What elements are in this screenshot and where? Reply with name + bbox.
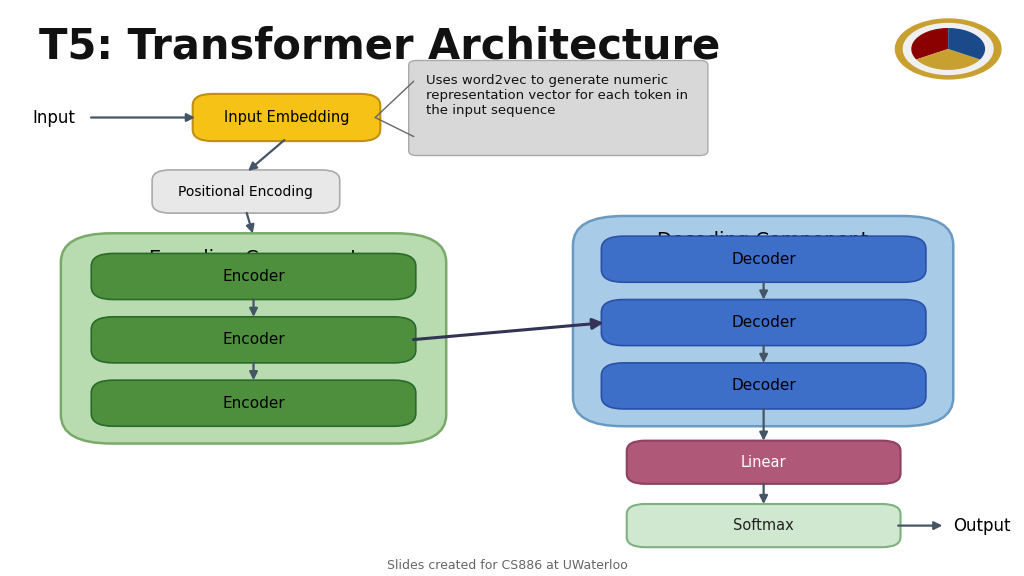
Text: Input: Input [33, 108, 76, 127]
Text: Encoder: Encoder [222, 396, 285, 411]
Text: Decoder: Decoder [731, 378, 796, 393]
Circle shape [903, 24, 993, 74]
Text: T5: Transformer Architecture: T5: Transformer Architecture [39, 26, 720, 68]
Text: Encoder: Encoder [222, 269, 285, 284]
FancyBboxPatch shape [573, 216, 953, 426]
Text: Decoding Component: Decoding Component [657, 232, 868, 250]
Text: Encoder: Encoder [222, 332, 285, 347]
FancyBboxPatch shape [91, 380, 416, 426]
FancyBboxPatch shape [153, 170, 340, 213]
Text: Positional Encoding: Positional Encoding [178, 184, 313, 199]
Text: Encoding Component: Encoding Component [150, 249, 358, 267]
FancyBboxPatch shape [60, 233, 446, 444]
FancyBboxPatch shape [601, 236, 926, 282]
Text: Linear: Linear [740, 454, 786, 470]
Circle shape [895, 19, 1000, 79]
FancyBboxPatch shape [91, 317, 416, 363]
Text: Decoder: Decoder [731, 315, 796, 330]
FancyBboxPatch shape [601, 363, 926, 409]
FancyBboxPatch shape [193, 94, 380, 141]
Wedge shape [948, 28, 985, 59]
Wedge shape [911, 28, 948, 59]
Text: Softmax: Softmax [733, 518, 794, 533]
FancyBboxPatch shape [627, 504, 900, 547]
Text: Uses word2vec to generate numeric
representation vector for each token in
the in: Uses word2vec to generate numeric repres… [426, 74, 688, 117]
Wedge shape [916, 49, 980, 70]
Text: Input Embedding: Input Embedding [223, 110, 349, 125]
FancyBboxPatch shape [627, 441, 900, 484]
FancyBboxPatch shape [409, 60, 708, 156]
FancyBboxPatch shape [601, 300, 926, 346]
Text: Decoder: Decoder [731, 252, 796, 267]
FancyBboxPatch shape [91, 253, 416, 300]
Text: Output: Output [953, 517, 1011, 535]
Text: Slides created for CS886 at UWaterloo: Slides created for CS886 at UWaterloo [387, 559, 628, 572]
